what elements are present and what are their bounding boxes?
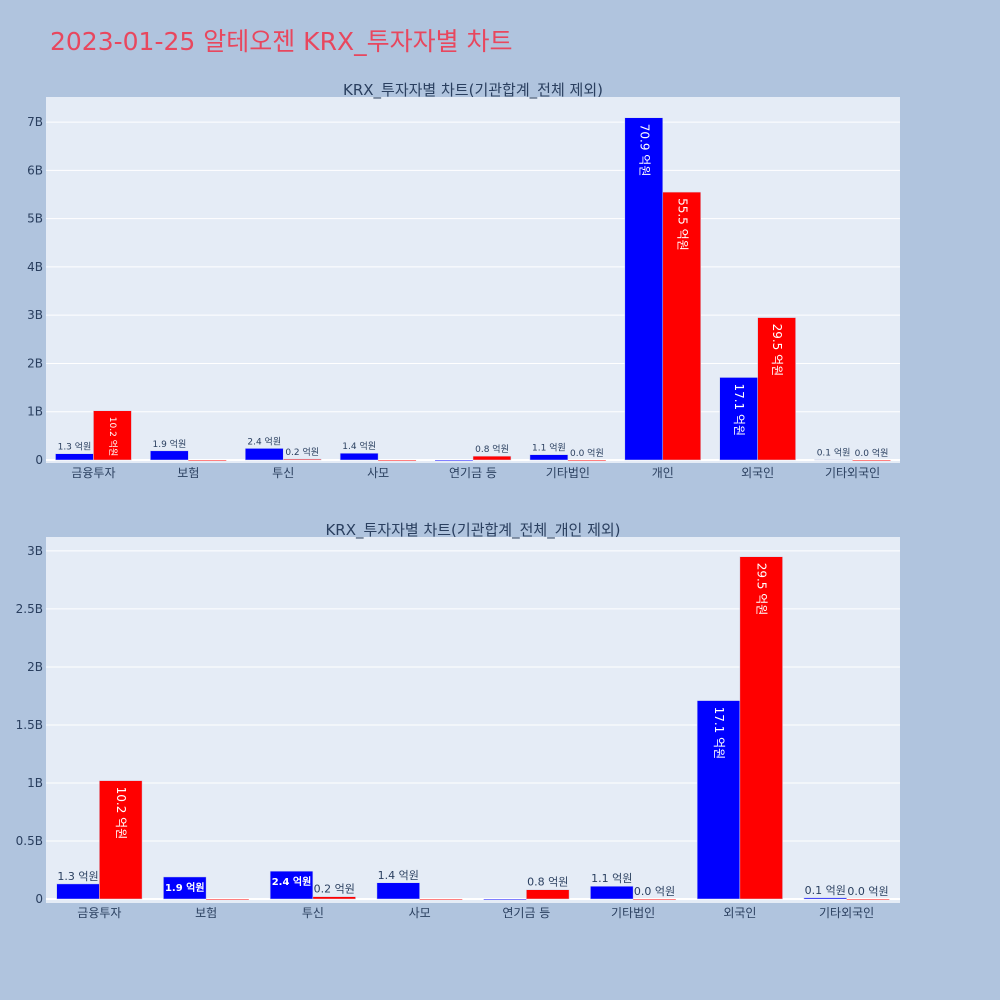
bar-series_b	[188, 460, 227, 461]
bar-label: 2.4 억원	[272, 875, 312, 888]
chart-title: KRX_투자자별 차트(기관합계_전체 제외)	[343, 81, 603, 100]
bar-series_b	[472, 455, 512, 461]
x-tick-label: 기타법인	[611, 906, 655, 920]
bar-series_a	[245, 448, 284, 461]
bar-label: 29.5 억원	[755, 563, 769, 616]
bar-label: 0.0 억원	[855, 447, 889, 459]
x-tick-label: 보험	[195, 906, 217, 920]
bar-series_a	[483, 899, 527, 900]
bar-label: 70.9 억원	[637, 124, 651, 177]
bar-label: 1.4 억원	[342, 440, 376, 452]
y-tick-label: 3B	[27, 544, 43, 558]
bar-series_a	[269, 870, 314, 900]
x-tick-label: 금융투자	[77, 906, 121, 920]
y-tick-label: 6B	[27, 163, 43, 177]
bar-label: 29.5 억원	[770, 324, 784, 377]
bar-series_b	[526, 889, 570, 900]
bar-label: 0.8 억원	[527, 876, 568, 889]
bar-label: 0.2 억원	[285, 446, 319, 458]
bar-series_b	[378, 460, 417, 461]
chart-1: KRX_투자자별 차트(기관합계_전체 제외) 0 1B 2B 3B 4B 5B 6B 7B 금융…	[27, 81, 900, 480]
y-tick-label: 0	[35, 892, 43, 906]
bar-series_b	[206, 899, 249, 900]
bar-series_a	[150, 450, 189, 461]
y-tick-label: 1B	[27, 405, 43, 419]
bar-label: 55.5 억원	[675, 198, 689, 251]
y-tick-label: 1.5B	[16, 718, 43, 732]
bar-label: 0.0 억원	[847, 885, 888, 898]
y-tick-label: 2B	[27, 356, 43, 370]
bar-series_b	[846, 899, 890, 900]
page-title: 2023-01-25 알테오젠 KRX_투자자별 차트	[50, 27, 513, 56]
bar-series_b	[567, 460, 606, 461]
bar-label: 0.1 억원	[805, 884, 846, 897]
bar-series_a	[590, 885, 634, 900]
bar-label: 10.2 억원	[107, 417, 119, 456]
bar-label: 2.4 억원	[247, 435, 281, 447]
bar-label: 17.1 억원	[732, 383, 746, 436]
bar-series_a	[55, 453, 94, 461]
x-tick-label: 투신	[302, 906, 324, 920]
x-tick-label: 사모	[367, 466, 389, 480]
bar-series_b	[99, 780, 143, 900]
x-tick-label: 기타법인	[546, 466, 590, 480]
x-tick-label: 개인	[652, 466, 674, 480]
x-tick-label: 기타외국인	[825, 466, 880, 480]
bar-series_a	[339, 452, 379, 461]
bar-series_b	[282, 458, 322, 461]
bar-label: 10.2 억원	[114, 787, 128, 840]
y-tick-label: 2B	[27, 660, 43, 674]
y-tick-label: 7B	[27, 115, 43, 129]
bar-series_a	[376, 882, 420, 900]
bar-label: 0.0 억원	[634, 885, 675, 898]
bar-series_a	[56, 883, 100, 900]
bar-series_b	[633, 899, 676, 900]
bar-series_b	[852, 460, 891, 461]
bar-series_b	[757, 317, 796, 461]
x-tick-label: 금융투자	[71, 466, 115, 480]
chart-2: KRX_투자자별 차트(기관합계_전체_개인 제외) 0 0.5B 1B 1.5B 2B 2…	[16, 521, 900, 920]
bar-label: 1.9 억원	[152, 438, 186, 450]
bar-label: 0.0 억원	[570, 447, 604, 459]
bar-series_a	[163, 876, 207, 900]
bar-label: 1.1 억원	[591, 872, 632, 885]
y-tick-label: 2.5B	[16, 602, 43, 616]
chart-title: KRX_투자자별 차트(기관합계_전체_개인 제외)	[325, 521, 620, 540]
bar-series_b	[419, 899, 463, 900]
bar-series_b	[93, 410, 132, 461]
y-tick-label: 5B	[27, 212, 43, 226]
x-tick-label: 기타외국인	[819, 906, 874, 920]
x-tick-label: 연기금 등	[449, 466, 497, 480]
y-tick-label: 4B	[27, 260, 43, 274]
bar-label: 1.3 억원	[58, 441, 92, 453]
bar-series_a	[696, 700, 741, 900]
bar-label: 1.1 억원	[532, 442, 566, 454]
bar-series_a	[435, 460, 473, 461]
y-tick-label: 0	[35, 453, 43, 467]
y-tick-label: 1B	[27, 776, 43, 790]
bar-label: 0.8 억원	[475, 443, 509, 455]
x-tick-label: 보험	[177, 466, 199, 480]
bar-series_a	[814, 459, 853, 461]
bar-series_b	[312, 896, 356, 900]
y-tick-label: 3B	[27, 308, 43, 322]
y-tick-label: 0.5B	[16, 834, 43, 848]
bar-label: 1.9 억원	[165, 881, 205, 894]
x-tick-label: 외국인	[723, 906, 756, 920]
bar-series_b	[662, 191, 701, 461]
bar-label: 17.1 억원	[712, 707, 726, 760]
x-tick-label: 투신	[272, 466, 294, 480]
bar-series_b	[739, 556, 783, 900]
bar-series_a	[529, 454, 569, 461]
x-tick-label: 외국인	[741, 466, 774, 480]
bar-label: 1.4 억원	[378, 869, 419, 882]
bar-label: 0.1 억원	[817, 447, 851, 459]
bar-series_a	[803, 897, 847, 900]
bar-label: 1.3 억원	[57, 870, 98, 883]
x-tick-label: 사모	[409, 906, 431, 920]
bar-label: 0.2 억원	[314, 883, 355, 896]
x-tick-label: 연기금 등	[502, 906, 550, 920]
